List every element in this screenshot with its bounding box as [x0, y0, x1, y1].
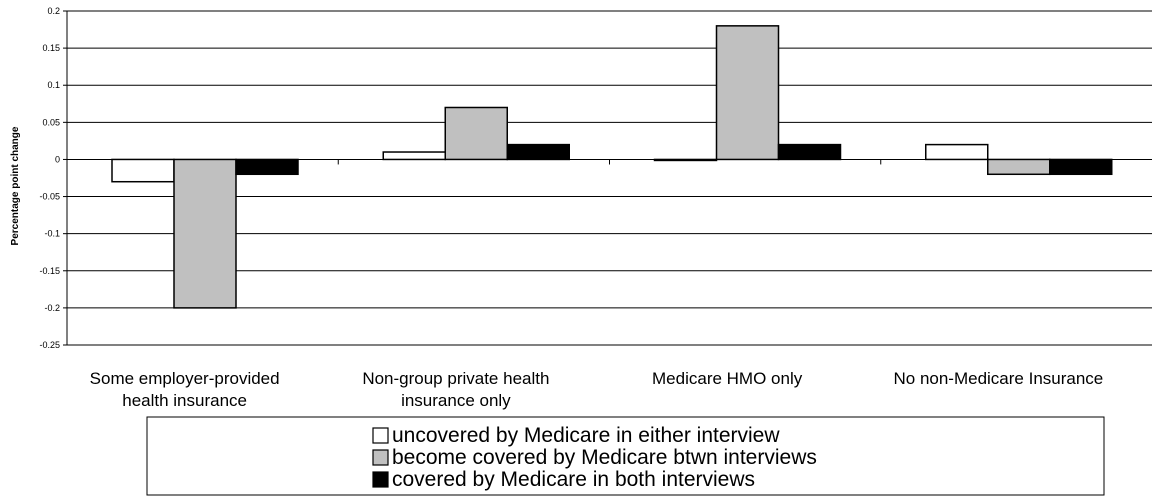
bar — [1049, 158, 1113, 176]
y-tick-label: -0.1 — [44, 229, 60, 239]
bar — [506, 143, 570, 161]
legend-label: become covered by Medicare btwn intervie… — [392, 446, 817, 469]
bar — [653, 158, 718, 162]
y-tick-label: 0.1 — [47, 80, 60, 90]
legend: uncovered by Medicare in either intervie… — [146, 416, 1105, 496]
legend-label: covered by Medicare in both interviews — [392, 468, 755, 491]
category-label: Medicare HMO only — [652, 369, 803, 388]
legend-swatch — [372, 471, 389, 488]
bar — [444, 106, 508, 161]
category-label: Some employer-provided health insurance — [90, 369, 280, 410]
y-tick-label: -0.15 — [39, 266, 60, 276]
bars — [111, 25, 1113, 309]
legend-label: uncovered by Medicare in either intervie… — [392, 424, 780, 447]
legend-box — [146, 416, 1105, 496]
legend-swatch — [372, 449, 389, 466]
bar — [987, 158, 1051, 176]
y-tick-label: -0.05 — [39, 192, 60, 202]
bar — [777, 143, 842, 161]
y-tick-label: 0.05 — [42, 117, 60, 127]
bar — [925, 143, 989, 161]
bar — [111, 158, 175, 183]
legend-swatch — [372, 427, 389, 444]
category-label: No non-Medicare Insurance — [893, 369, 1103, 388]
bar — [382, 151, 446, 161]
y-tick-label: 0.15 — [42, 43, 60, 53]
bar — [173, 158, 237, 309]
category-label: Non-group private health insurance only — [362, 369, 549, 410]
y-axis-label: Percentage point change — [10, 126, 21, 245]
y-tick-labels: 0.2 0.15 0.1 0.05 0 -0.05 -0.1 -0.15 -0.2 -0.25 — [39, 6, 60, 350]
bar — [235, 158, 299, 176]
legend-items: uncovered by Medicare in either intervie… — [372, 424, 817, 491]
bar — [715, 25, 780, 161]
y-tick-label: 0.2 — [47, 6, 60, 16]
y-tick-label: 0 — [55, 154, 60, 164]
y-tick-label: -0.25 — [39, 340, 60, 350]
y-tick-label: -0.2 — [44, 303, 60, 313]
category-labels: Some employer-provided health insurance No… — [90, 369, 1104, 410]
